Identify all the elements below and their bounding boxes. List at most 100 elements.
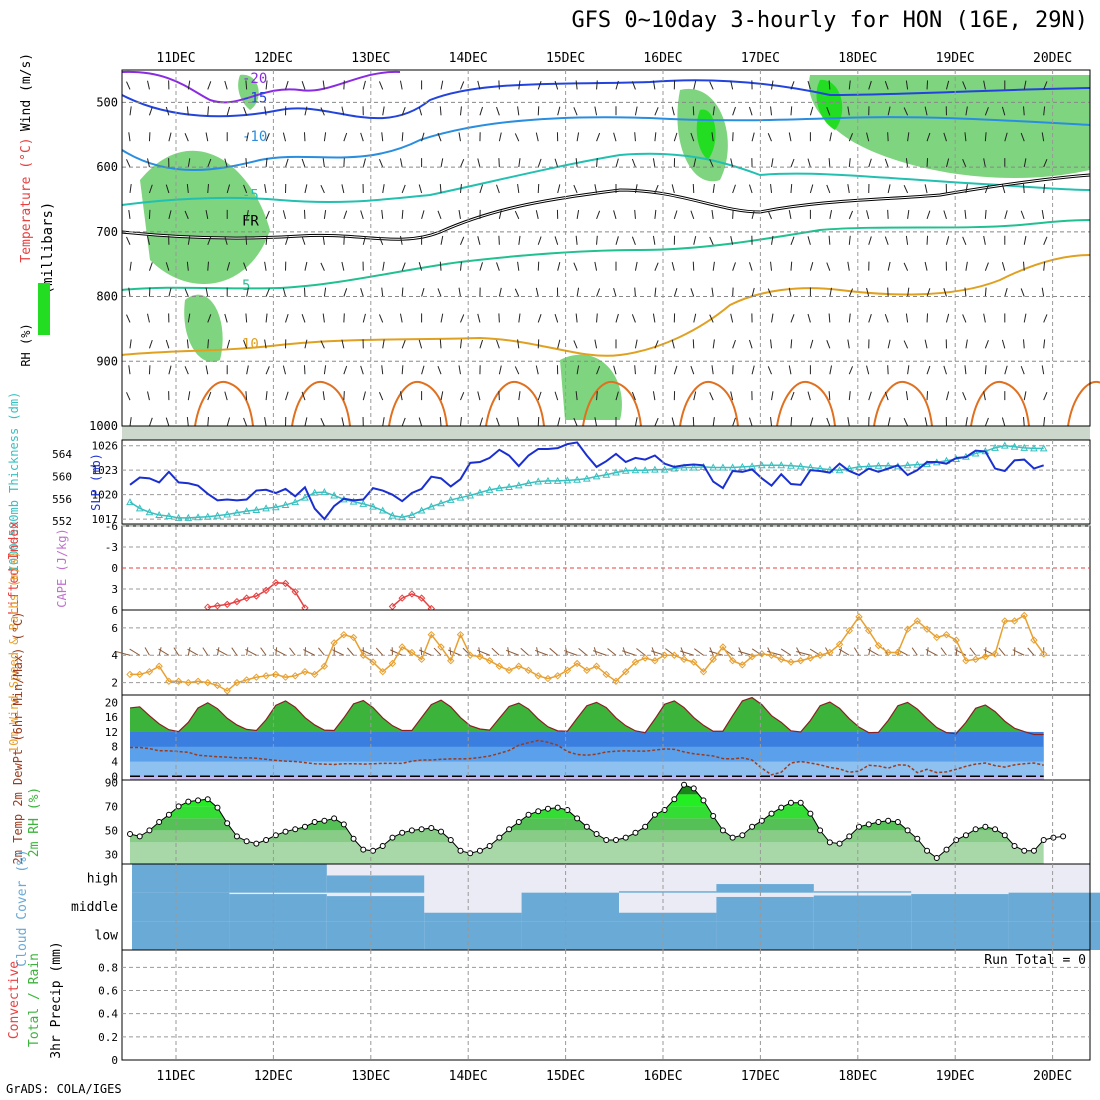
- rh-point: [272, 832, 279, 839]
- wind-barb: [943, 365, 947, 375]
- wind-barb: [458, 132, 461, 142]
- wind-speed-point: [573, 659, 581, 668]
- wind-barb: [1012, 649, 1025, 656]
- wind-barb: [535, 210, 539, 219]
- wind-barb: [224, 236, 228, 245]
- wind-barb: [788, 365, 792, 375]
- thickness-point: [728, 463, 737, 471]
- wind-barb: [903, 262, 909, 271]
- wind-speed-point: [835, 640, 844, 648]
- rh-point: [428, 825, 435, 831]
- wind-barb: [224, 391, 228, 401]
- wind-barb: [751, 287, 755, 297]
- pressure-tick-label: 500: [96, 95, 118, 109]
- thickness-point: [563, 476, 572, 484]
- wind-barb: [790, 339, 793, 349]
- wind-barb: [439, 417, 442, 427]
- wind-barb: [285, 391, 289, 401]
- wind-barb: [673, 132, 678, 142]
- wind-barb: [275, 647, 278, 656]
- wind-barb: [517, 339, 520, 349]
- rh-point: [535, 808, 542, 815]
- rh-point: [574, 815, 581, 822]
- rh-point: [924, 847, 931, 854]
- wind-speed-point: [680, 655, 688, 664]
- wind-barb: [264, 261, 267, 271]
- wind-barb: [458, 365, 461, 375]
- bottom-date-label: 17DEC: [741, 1069, 780, 1084]
- wind-barb: [596, 132, 601, 142]
- wind-barb: [517, 184, 520, 194]
- wind-barb: [905, 158, 909, 168]
- rh-point: [885, 817, 892, 824]
- rh-point: [826, 839, 833, 846]
- wind-barb: [1004, 287, 1008, 297]
- wind-barb: [796, 650, 811, 656]
- rh-point: [856, 823, 862, 830]
- wind-barb: [491, 647, 500, 656]
- wind-barb: [285, 313, 289, 323]
- wind-barb: [243, 417, 248, 427]
- rh-point: [729, 834, 736, 841]
- rh-panel: 30 50 70 90: [105, 776, 1091, 865]
- wind-barb: [631, 391, 636, 401]
- wind-barb: [924, 106, 928, 116]
- wind-barb: [362, 313, 366, 323]
- wind-barb: [887, 417, 891, 427]
- rh-point: [875, 819, 882, 825]
- wind-barb: [965, 417, 968, 427]
- wind-barb: [1043, 236, 1048, 245]
- rh-point: [301, 823, 308, 830]
- wind-barb: [730, 158, 734, 168]
- wind-barb: [596, 313, 598, 323]
- rh-point: [515, 819, 522, 825]
- thickness-point: [913, 460, 922, 468]
- wind-barb: [884, 236, 889, 245]
- rh-point: [156, 819, 163, 825]
- thickness-point: [126, 498, 134, 506]
- thickness-point: [787, 461, 795, 469]
- wind-barb: [1023, 339, 1025, 349]
- rh-point: [195, 797, 202, 804]
- wind-barb: [594, 184, 598, 194]
- wind-barb: [399, 235, 403, 245]
- wind-barb: [265, 288, 270, 297]
- rh-point: [224, 820, 231, 827]
- wind-barb: [573, 262, 578, 271]
- thickness-point: [476, 488, 484, 496]
- wind-barb: [518, 80, 521, 90]
- rh-point: [1030, 847, 1037, 854]
- isotherm-line: [291, 380, 351, 427]
- wind-speed-point: [456, 630, 465, 639]
- wind-barb: [748, 339, 753, 349]
- wind-barb: [771, 80, 774, 90]
- wind-barb: [790, 236, 795, 245]
- rh-tick-label: 90: [105, 776, 118, 789]
- cloud-cover-bar: [521, 892, 619, 922]
- wind-barb: [207, 314, 212, 323]
- isotherm-line: [121, 219, 1091, 291]
- rh-point: [263, 837, 270, 843]
- rh-point: [379, 843, 386, 849]
- thickness-point: [524, 479, 533, 487]
- wind-speed-point: [592, 662, 601, 670]
- wind-barb: [477, 158, 481, 168]
- wind-barb: [148, 417, 153, 427]
- wind-barb: [289, 647, 296, 656]
- rh-point: [622, 834, 629, 841]
- wind-barb: [1001, 184, 1006, 194]
- wind-barb: [440, 391, 444, 401]
- wind-barb: [771, 391, 774, 401]
- wind-barb: [965, 339, 968, 349]
- wind-barb: [907, 287, 910, 297]
- wind-barb: [926, 288, 931, 297]
- temperature-area: [130, 697, 1044, 732]
- credit-text: GrADS: COLA/IGES: [6, 1082, 122, 1096]
- wind-barb: [807, 158, 811, 168]
- wind-barb: [884, 81, 889, 90]
- wind-barb: [1041, 365, 1045, 375]
- wind-barb: [1001, 339, 1006, 349]
- lifted-index-point: [398, 594, 406, 602]
- wind-barb: [514, 133, 520, 142]
- wind-speed-point: [505, 666, 513, 675]
